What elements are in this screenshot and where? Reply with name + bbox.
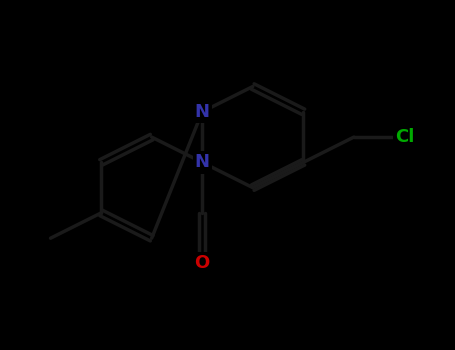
Text: O: O xyxy=(195,254,210,272)
Text: N: N xyxy=(195,153,210,172)
Text: Cl: Cl xyxy=(395,128,414,146)
Text: N: N xyxy=(195,103,210,121)
